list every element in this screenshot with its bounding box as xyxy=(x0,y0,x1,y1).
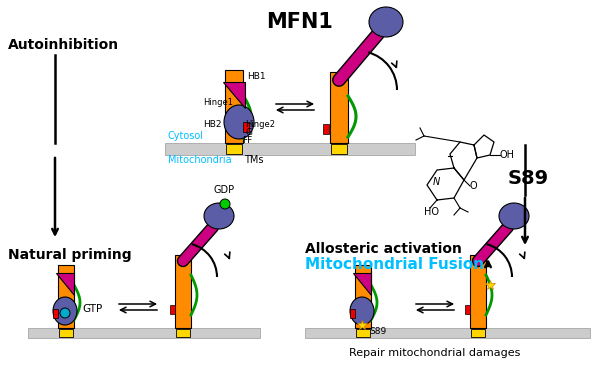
Text: Repair mitochondrial damages: Repair mitochondrial damages xyxy=(349,348,521,358)
Text: HB2: HB2 xyxy=(203,120,221,129)
Bar xyxy=(170,305,175,314)
Bar xyxy=(53,309,58,318)
Bar xyxy=(176,329,190,337)
Bar xyxy=(470,255,486,328)
Text: S89: S89 xyxy=(508,169,549,188)
Ellipse shape xyxy=(499,203,529,229)
Polygon shape xyxy=(223,82,245,108)
Bar xyxy=(330,72,348,143)
Bar xyxy=(243,122,249,132)
Text: O: O xyxy=(470,181,478,191)
Bar xyxy=(59,329,73,337)
Bar xyxy=(165,143,415,155)
Polygon shape xyxy=(353,273,371,295)
Text: HO: HO xyxy=(424,207,439,217)
Text: Mitochondria: Mitochondria xyxy=(168,155,232,165)
Text: TMs: TMs xyxy=(244,155,263,165)
Text: G: G xyxy=(245,128,252,137)
Ellipse shape xyxy=(224,105,254,139)
Text: Natural priming: Natural priming xyxy=(8,248,131,262)
Text: FF: FF xyxy=(242,136,252,145)
Text: MFN1: MFN1 xyxy=(266,12,334,32)
Bar xyxy=(323,124,329,134)
Text: HB1: HB1 xyxy=(247,72,266,81)
Bar xyxy=(356,329,370,337)
Circle shape xyxy=(60,308,70,318)
Text: Cytosol: Cytosol xyxy=(168,131,204,141)
Bar xyxy=(226,144,242,154)
Bar xyxy=(465,305,470,314)
Bar xyxy=(175,255,191,328)
Ellipse shape xyxy=(53,297,77,325)
Text: Allosteric activation: Allosteric activation xyxy=(305,242,462,256)
Text: GDP: GDP xyxy=(213,185,234,195)
Ellipse shape xyxy=(369,7,403,37)
Text: OH: OH xyxy=(500,150,515,160)
Bar xyxy=(225,70,243,143)
Bar xyxy=(331,144,347,154)
Bar xyxy=(355,265,371,328)
Text: S89: S89 xyxy=(369,327,386,336)
Bar xyxy=(305,328,590,338)
Ellipse shape xyxy=(204,203,234,229)
Text: Autoinhibition: Autoinhibition xyxy=(8,38,119,52)
Bar xyxy=(471,329,485,337)
Bar xyxy=(28,328,260,338)
Text: Mitochondrial Fusion: Mitochondrial Fusion xyxy=(305,257,484,272)
Bar xyxy=(350,309,355,318)
Ellipse shape xyxy=(350,297,374,325)
Text: Hinge2: Hinge2 xyxy=(245,120,275,129)
Circle shape xyxy=(220,199,230,209)
Bar xyxy=(58,265,74,328)
Text: GTP: GTP xyxy=(82,304,102,314)
Text: Hinge1: Hinge1 xyxy=(203,98,233,107)
Polygon shape xyxy=(56,273,74,295)
Text: N: N xyxy=(433,177,440,187)
